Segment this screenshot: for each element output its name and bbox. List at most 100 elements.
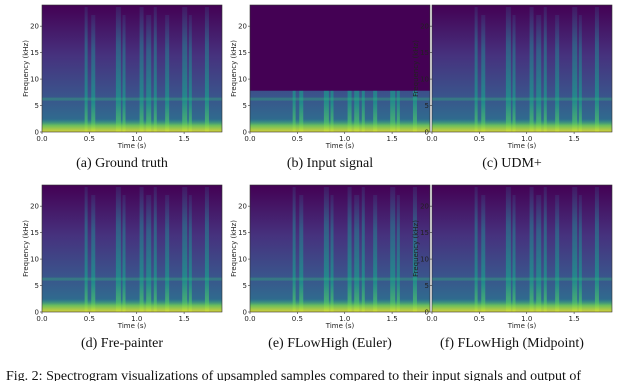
spectrogram-stripe xyxy=(153,187,157,312)
x-tick-label: 0.5 xyxy=(84,135,95,143)
x-tick-label: 0.0 xyxy=(244,315,255,323)
spectrogram-stripe xyxy=(182,7,188,132)
spectrogram-stripe xyxy=(347,187,352,312)
spectrogram-band xyxy=(432,277,612,281)
spectrogram-stripe xyxy=(139,7,144,132)
x-tick-label: 0.0 xyxy=(36,135,47,143)
spectrogram-stripe xyxy=(188,195,192,312)
x-tick-label: 0.5 xyxy=(84,315,95,323)
spectrogram-stripe xyxy=(529,7,534,132)
y-axis-label: Frequency (kHz) xyxy=(230,220,238,277)
spectrogram xyxy=(432,5,612,132)
spectrogram-stripe xyxy=(543,7,547,132)
spectrogram-stripe xyxy=(292,187,296,312)
y-tick-label: 0 xyxy=(425,129,429,137)
spectrogram-stripe xyxy=(572,7,578,132)
y-tick-label: 20 xyxy=(30,23,39,31)
spectrogram-stripe xyxy=(165,195,170,312)
x-tick-label: 1.5 xyxy=(179,315,190,323)
spectrogram-band xyxy=(432,97,612,101)
spectrogram xyxy=(42,5,222,132)
missing-high-band xyxy=(250,5,430,91)
x-tick-label: 1.0 xyxy=(521,315,532,323)
spectrogram-low-band xyxy=(432,298,612,312)
spectrogram-stripe xyxy=(474,7,478,132)
y-tick-label: 0 xyxy=(425,309,429,317)
y-axis-label: Frequency (kHz) xyxy=(230,40,238,97)
y-axis-label: Frequency (kHz) xyxy=(412,220,420,277)
spectrogram-stripe xyxy=(396,195,400,312)
spectrogram-stripe xyxy=(594,187,599,312)
spectrogram-stripe xyxy=(122,15,126,132)
y-axis-label: Frequency (kHz) xyxy=(22,40,30,97)
x-tick-label: 0.0 xyxy=(426,315,437,323)
panel-caption: (a) Ground truth xyxy=(76,156,168,171)
spectrogram-stripe xyxy=(330,195,334,312)
spectrogram-stripe xyxy=(512,15,516,132)
x-tick-label: 0.5 xyxy=(474,135,485,143)
y-tick-label: 20 xyxy=(238,23,247,31)
spectrogram-stripe xyxy=(594,7,599,132)
plot-frame xyxy=(41,4,223,133)
spectrogram-stripe xyxy=(91,15,96,132)
y-tick-label: 0 xyxy=(35,309,39,317)
spectrogram-stripe xyxy=(572,187,578,312)
spectrogram-stripe xyxy=(505,7,511,132)
x-axis-label: Time (s) xyxy=(325,142,355,150)
y-tick-label: 10 xyxy=(420,76,429,84)
x-tick-label: 1.5 xyxy=(569,135,580,143)
x-tick-label: 0.0 xyxy=(36,315,47,323)
x-tick-label: 1.0 xyxy=(131,135,142,143)
spectrogram-stripe xyxy=(182,187,188,312)
spectrogram-stripe xyxy=(555,15,560,132)
y-tick-label: 0 xyxy=(35,129,39,137)
plot-frame xyxy=(249,4,431,133)
spectrogram-stripe xyxy=(188,15,192,132)
spectrogram-stripe xyxy=(91,195,96,312)
spectrogram-stripe xyxy=(505,187,511,312)
y-tick-label: 15 xyxy=(30,229,39,237)
y-tick-label: 15 xyxy=(30,49,39,57)
spectrogram-stripe xyxy=(299,195,304,312)
x-axis-label: Time (s) xyxy=(117,142,147,150)
panel-caption: (e) FLowHigh (Euler) xyxy=(268,336,392,351)
spectrogram-stripe xyxy=(323,187,329,312)
spectrogram-stripe xyxy=(115,187,121,312)
x-tick-label: 1.0 xyxy=(131,315,142,323)
y-tick-label: 20 xyxy=(420,203,429,211)
x-axis-label: Time (s) xyxy=(507,322,537,330)
spectrogram-stripe xyxy=(578,15,582,132)
y-tick-label: 5 xyxy=(243,102,247,110)
spectrogram-stripe xyxy=(204,187,209,312)
x-tick-label: 1.5 xyxy=(569,315,580,323)
y-tick-label: 10 xyxy=(420,256,429,264)
y-tick-label: 15 xyxy=(238,49,247,57)
x-tick-label: 0.5 xyxy=(292,315,303,323)
y-tick-label: 10 xyxy=(238,76,247,84)
spectrogram-stripe xyxy=(84,7,88,132)
y-tick-label: 5 xyxy=(35,102,39,110)
spectrogram-stripe xyxy=(373,195,378,312)
spectrogram-stripe xyxy=(529,187,534,312)
spectrogram-stripe xyxy=(412,187,417,312)
spectrogram xyxy=(250,185,430,312)
spectrogram-stripe xyxy=(481,15,486,132)
plot-frame xyxy=(431,4,613,133)
spectrogram-band xyxy=(42,97,222,101)
y-tick-label: 10 xyxy=(238,256,247,264)
x-tick-label: 1.5 xyxy=(387,135,398,143)
spectrogram-stripe xyxy=(578,195,582,312)
panel-caption: (c) UDM+ xyxy=(482,156,542,171)
x-axis-label: Time (s) xyxy=(117,322,147,330)
figure-caption: Fig. 2: Spectrogram visualizations of up… xyxy=(6,369,581,381)
plot-frame xyxy=(41,184,223,313)
x-tick-label: 0.0 xyxy=(426,135,437,143)
y-tick-label: 5 xyxy=(425,282,429,290)
spectrogram-stripe xyxy=(536,195,542,312)
spectrogram-band xyxy=(250,277,430,281)
spectrogram-stripe xyxy=(555,195,560,312)
spectrogram-low-band xyxy=(250,298,430,312)
y-tick-label: 15 xyxy=(238,229,247,237)
spectrogram-stripe xyxy=(474,187,478,312)
